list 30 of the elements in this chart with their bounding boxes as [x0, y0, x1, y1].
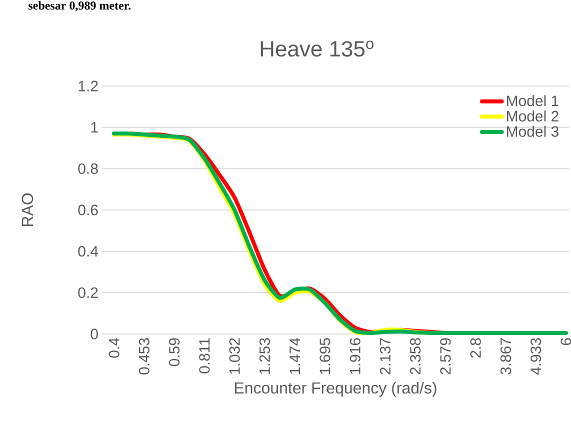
x-tick-label: 4.933 [530, 338, 542, 375]
y-tick-label: 1.2 [78, 80, 98, 92]
x-tick-label: 6 [560, 338, 571, 346]
x-tick-label: 2.137 [380, 338, 391, 374]
x-tick-label: 0.4 [108, 338, 120, 358]
y-tick-label: 0 [90, 328, 98, 340]
legend-label: Model 3 [507, 126, 558, 137]
x-tick-label: 0.59 [169, 338, 180, 366]
x-axis-title: Encounter Frequency (rad/s) [234, 382, 436, 397]
y-tick-label: 0.2 [78, 287, 98, 298]
x-tick-label: 0.811 [199, 338, 210, 374]
legend-label: Model 2 [507, 110, 558, 122]
x-tick-label: 2.358 [410, 338, 421, 374]
y-tick-label: 1 [91, 122, 98, 132]
x-tick-label: 1.474 [290, 338, 300, 374]
x-tick-label: 0.453 [138, 338, 150, 374]
y-tick-label: 0.8 [78, 163, 98, 174]
x-tick-label: 3.867 [500, 338, 512, 374]
x-tick-label: 1.253 [259, 338, 270, 374]
text: sebesar 0,989 meter. [28, 1, 131, 12]
y-axis-title: RAO [22, 193, 34, 226]
x-tick-label: 2.579 [440, 338, 451, 374]
y-tick-label: 0.4 [78, 246, 98, 257]
x-tick-label: 2.8 [470, 338, 481, 358]
y-tick-label: 0.6 [78, 204, 98, 216]
legend-label: Model 1 [507, 95, 558, 106]
x-tick-label: 1.916 [350, 338, 360, 374]
x-tick-label: 1.695 [320, 338, 330, 374]
x-tick-label: 1.032 [229, 338, 240, 374]
chart-title: Heave 135$^{o}$ [260, 40, 374, 57]
